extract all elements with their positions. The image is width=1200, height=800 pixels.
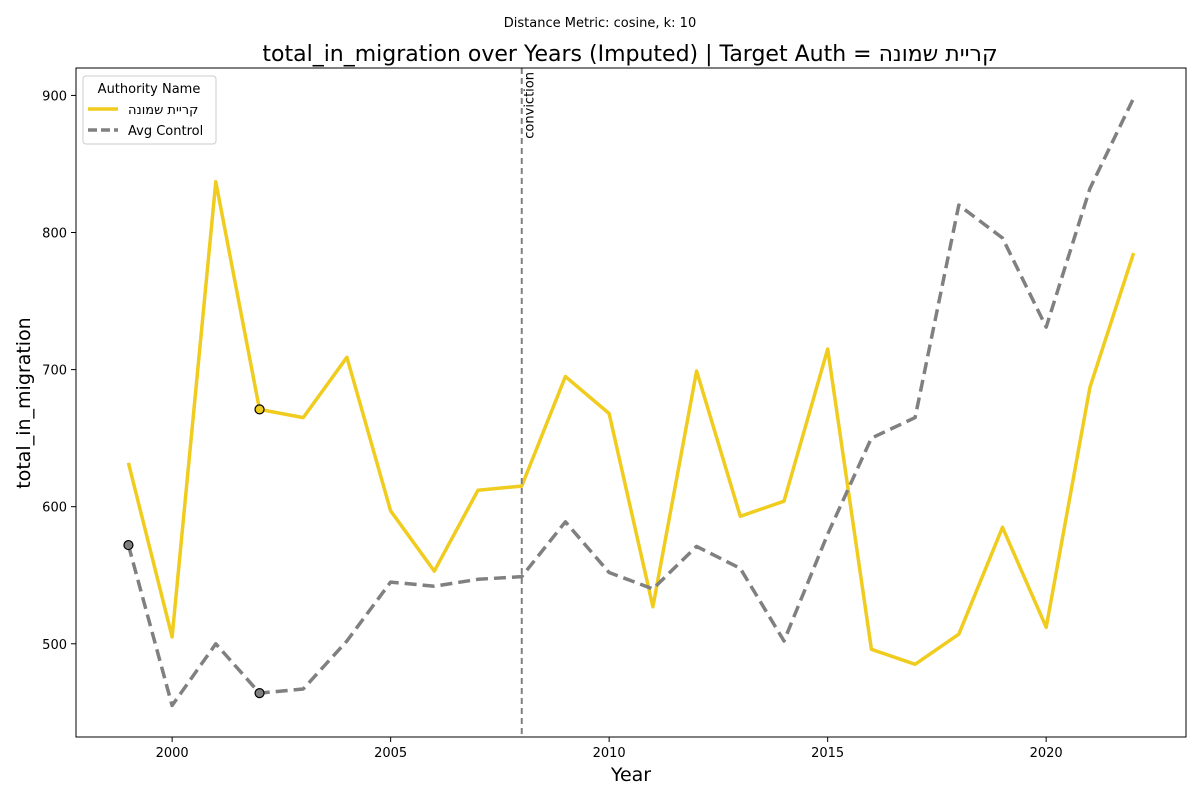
data-point [782, 499, 786, 503]
data-point [1132, 251, 1136, 255]
data-point [345, 355, 349, 359]
x-tick-label: 2010 [593, 746, 626, 761]
x-tick-label: 2000 [156, 746, 189, 761]
data-point [869, 647, 873, 651]
data-point [389, 509, 393, 513]
x-tick-label: 2015 [811, 746, 844, 761]
legend-box [82, 75, 217, 145]
vline-layer: conviction [520, 68, 538, 737]
y-tick-label: 800 [42, 227, 67, 242]
data-point [1044, 625, 1048, 629]
data-point [869, 436, 873, 440]
y-tick-label: 500 [42, 638, 67, 653]
data-point [607, 571, 611, 575]
y-axis-ticks: 500 600 700 800 900 [42, 89, 76, 653]
x-axis-ticks: 2000 2005 2010 2015 2020 [156, 737, 1063, 761]
vline-label: conviction [523, 72, 538, 139]
y-tick-label: 600 [42, 501, 67, 516]
data-point [1088, 385, 1092, 389]
data-point [957, 632, 961, 636]
data-point [476, 577, 480, 581]
y-tick-label: 700 [42, 364, 67, 379]
data-point [607, 412, 611, 416]
plot-area-frame [75, 67, 1187, 738]
legend: Authority Name קריית שמונה Avg Control [82, 75, 217, 145]
y-axis-label: total_in_migration [13, 317, 35, 488]
y-tick-label: 900 [42, 89, 67, 104]
imputed-marker [254, 688, 265, 699]
imputed-marker [254, 404, 265, 415]
data-point [826, 532, 830, 536]
legend-label-target: קריית שמונה [128, 103, 198, 118]
imputed-marker [123, 539, 134, 551]
data-point [563, 375, 567, 379]
data-point [432, 584, 436, 588]
data-point [1001, 236, 1005, 240]
data-point [913, 416, 917, 420]
data-point [695, 544, 699, 548]
chart-title: total_in_migration over Years (Imputed) … [262, 42, 997, 67]
series-line-1 [126, 97, 1136, 708]
x-tick-label: 2020 [1030, 746, 1063, 761]
data-point [738, 514, 742, 518]
data-point [170, 635, 174, 639]
data-point [345, 639, 349, 643]
data-point [389, 580, 393, 584]
x-axis-label: Year [610, 764, 651, 786]
data-point [738, 566, 742, 570]
data-point [826, 347, 830, 351]
marker-layer [123, 404, 265, 699]
data-point [301, 416, 305, 420]
chart-suptitle: Distance Metric: cosine, k: 10 [504, 16, 696, 31]
legend-label-control: Avg Control [128, 124, 203, 139]
data-point [695, 369, 699, 373]
data-point [1001, 525, 1005, 529]
data-point [432, 569, 436, 573]
data-point [301, 687, 305, 691]
series-layer [126, 96, 1136, 708]
series-line-0 [126, 180, 1136, 667]
data-point [651, 605, 655, 609]
data-point [1044, 325, 1048, 329]
x-tick-label: 2005 [374, 746, 407, 761]
data-point [957, 203, 961, 207]
data-point [563, 520, 567, 524]
data-point [214, 180, 218, 184]
legend-title: Authority Name [98, 82, 201, 97]
data-point [520, 484, 524, 488]
data-point [126, 461, 130, 465]
data-point [782, 639, 786, 643]
data-point [913, 662, 917, 666]
data-point [214, 642, 218, 646]
data-point [651, 587, 655, 591]
data-point [1088, 187, 1092, 191]
data-point [1132, 96, 1136, 100]
data-point [476, 488, 480, 492]
data-point [170, 704, 174, 708]
